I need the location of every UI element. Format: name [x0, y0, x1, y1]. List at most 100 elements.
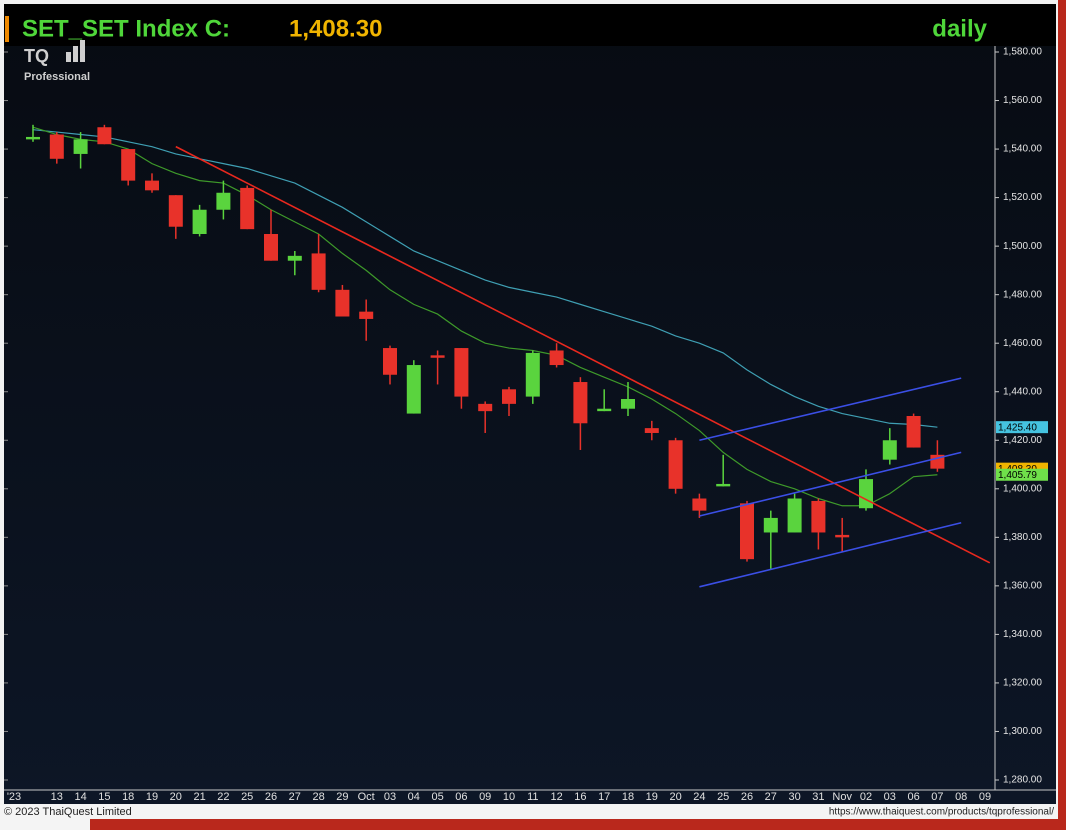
candle-body — [692, 498, 707, 511]
x-tick-label: 02 — [860, 791, 872, 803]
y-tick-label: 1,360.00 — [1003, 581, 1042, 592]
y-tick-label: 1,460.00 — [1003, 338, 1042, 349]
x-tick-label: Oct — [358, 791, 375, 803]
candle-body — [311, 253, 326, 290]
x-tick-label: 22 — [217, 791, 229, 803]
y-tick-label: 1,560.00 — [1003, 95, 1042, 106]
candle-body — [906, 416, 921, 448]
x-tick-label: 18 — [622, 791, 634, 803]
x-tick-label: 27 — [289, 791, 301, 803]
candle-body — [216, 192, 231, 210]
x-tick-label: 03 — [384, 791, 396, 803]
x-tick-label: 17 — [598, 791, 610, 803]
candle-body — [597, 408, 612, 412]
x-tick-label: 19 — [146, 791, 158, 803]
candle-body — [240, 187, 255, 230]
x-tick-label: 14 — [74, 791, 86, 803]
candle-body — [430, 355, 445, 358]
candle-body — [454, 348, 469, 397]
candle-body — [621, 399, 635, 409]
candle-body — [811, 500, 826, 533]
x-tick-label: 11 — [527, 791, 538, 803]
y-tick-label: 1,480.00 — [1003, 289, 1042, 300]
x-tick-label: 25 — [241, 791, 253, 803]
x-tick-label: 03 — [884, 791, 896, 803]
y-tick-label: 1,340.00 — [1003, 629, 1042, 640]
x-tick-label: 08 — [955, 791, 967, 803]
logo-bar — [80, 40, 85, 62]
candle-body — [359, 311, 374, 319]
x-tick-label: 31 — [812, 791, 824, 803]
trendline — [699, 521, 962, 588]
candle-body — [859, 479, 873, 509]
last-value-label: 1,425.40 — [998, 422, 1037, 433]
x-tick-label: 06 — [907, 791, 919, 803]
candle-body — [525, 352, 540, 397]
x-tick-label: 10 — [503, 791, 515, 803]
footer-corner — [0, 819, 90, 830]
x-tick-label: 21 — [193, 791, 205, 803]
x-tick-label: 04 — [408, 791, 420, 803]
y-tick-label: 1,520.00 — [1003, 192, 1042, 203]
x-tick-label: 19 — [646, 791, 658, 803]
period: daily — [932, 15, 987, 42]
candle-body — [716, 483, 731, 487]
last-value-box — [996, 468, 1048, 481]
candle-body — [502, 389, 516, 404]
y-tick-label: 1,440.00 — [1003, 386, 1042, 397]
logo-bar — [73, 46, 78, 62]
y-tick-label: 1,280.00 — [1003, 775, 1042, 786]
y-tick-label: 1,320.00 — [1003, 678, 1042, 689]
candle-body — [335, 289, 350, 317]
x-tick-label: 27 — [765, 791, 777, 803]
x-tick-label: Nov — [832, 791, 852, 803]
last-value-box — [996, 421, 1048, 434]
candle-body — [97, 127, 112, 145]
candle-body — [644, 428, 659, 433]
candle-body — [573, 382, 588, 424]
candle-body — [549, 350, 564, 366]
moving-average — [32, 129, 938, 428]
candle-body — [49, 134, 64, 159]
trendline — [175, 145, 991, 564]
candle-body — [383, 348, 397, 375]
trendline — [699, 377, 962, 442]
chart-title: SET_SET Index C: — [22, 15, 230, 42]
candle-body — [835, 534, 850, 538]
x-tick-label: 30 — [788, 791, 800, 803]
y-tick-label: 1,380.00 — [1003, 532, 1042, 543]
candle-body — [882, 440, 897, 460]
candle-body — [787, 498, 802, 533]
footer — [0, 805, 1058, 819]
candle-body — [73, 139, 88, 154]
candle-body — [287, 255, 302, 261]
y-tick-label: 1,420.00 — [1003, 435, 1042, 446]
y-tick-label: 1,500.00 — [1003, 241, 1042, 252]
candle-body — [145, 180, 159, 191]
trendline — [699, 451, 962, 517]
x-tick-label: 26 — [265, 791, 277, 803]
x-tick-label: 12 — [550, 791, 562, 803]
candle-body — [264, 234, 278, 261]
x-tick-label: 28 — [312, 791, 324, 803]
x-tick-label: 07 — [931, 791, 943, 803]
footer-left: © 2023 ThaiQuest Limited — [4, 806, 132, 818]
candle-body — [478, 403, 493, 412]
y-tick-label: 1,540.00 — [1003, 144, 1042, 155]
logo: TQ — [24, 46, 49, 66]
candle-body — [121, 149, 136, 181]
x-tick-label: 09 — [479, 791, 491, 803]
y-tick-label: 1,580.00 — [1003, 47, 1042, 58]
x-tick-label: 15 — [98, 791, 110, 803]
header-marker — [5, 16, 9, 42]
candle-body — [406, 365, 421, 414]
year-label: '23 — [7, 791, 21, 803]
logo-subtitle: Professional — [24, 71, 90, 83]
x-tick-label: 18 — [122, 791, 134, 803]
moving-average — [32, 126, 938, 507]
header — [4, 4, 1056, 46]
candle-body — [168, 195, 183, 227]
candle-body — [668, 440, 683, 489]
